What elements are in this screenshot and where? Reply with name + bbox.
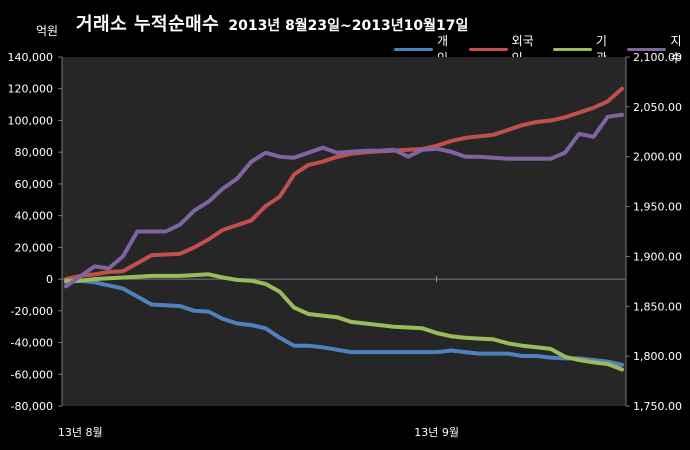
left-tick-label: 120,000 — [8, 83, 54, 96]
legend-swatch-institution — [552, 47, 592, 51]
right-tick-label: 2,100.00 — [633, 51, 682, 64]
right-tick-label: 1,800.00 — [633, 350, 682, 363]
left-tick-label: -60,000 — [11, 368, 53, 381]
right-tick-label: 1,900.00 — [633, 250, 682, 263]
right-tick-label: 1,750.00 — [633, 400, 682, 413]
left-tick-label: 0 — [46, 273, 53, 286]
individual-series-line — [64, 278, 624, 367]
right-tick-label: 2,000.00 — [633, 151, 682, 164]
legend-swatch-index — [627, 47, 667, 51]
chart-title-main: 거래소 누적순매수 — [76, 14, 220, 35]
legend-swatch-individual — [394, 47, 433, 51]
institution-series-line — [64, 272, 624, 372]
legend-item-index: 지수 — [627, 32, 690, 66]
legend-swatch-foreign — [468, 47, 508, 51]
left-tick-label: -80,000 — [11, 400, 53, 413]
index-series-line — [64, 112, 624, 289]
left-tick-label: 40,000 — [15, 210, 54, 223]
x-tick-label: 13년 8월 — [58, 426, 103, 439]
left-tick-label: 140,000 — [8, 51, 54, 64]
chart-title: 거래소 누적순매수 2013년 8월23일~2013년10월17일 — [76, 10, 468, 36]
chart-title-date-range: 2013년 8월23일~2013년10월17일 — [228, 18, 469, 34]
left-tick-label: -40,000 — [11, 337, 53, 350]
right-tick-label: 1,850.00 — [633, 300, 682, 313]
left-tick-label: 80,000 — [15, 146, 54, 159]
left-tick-label: 100,000 — [8, 114, 54, 127]
right-tick-label: 1,950.00 — [633, 201, 682, 214]
left-tick-label: -20,000 — [11, 305, 53, 318]
legend-label-index: 지수 — [670, 34, 682, 65]
x-tick-label: 13년 9월 — [414, 426, 459, 439]
right-tick-label: 2,050.00 — [633, 101, 682, 114]
left-tick-label: 20,000 — [15, 241, 54, 254]
left-tick-label: 60,000 — [15, 178, 54, 191]
foreign-series-line — [64, 86, 624, 282]
left-axis-unit-label: 억원 — [36, 24, 59, 38]
